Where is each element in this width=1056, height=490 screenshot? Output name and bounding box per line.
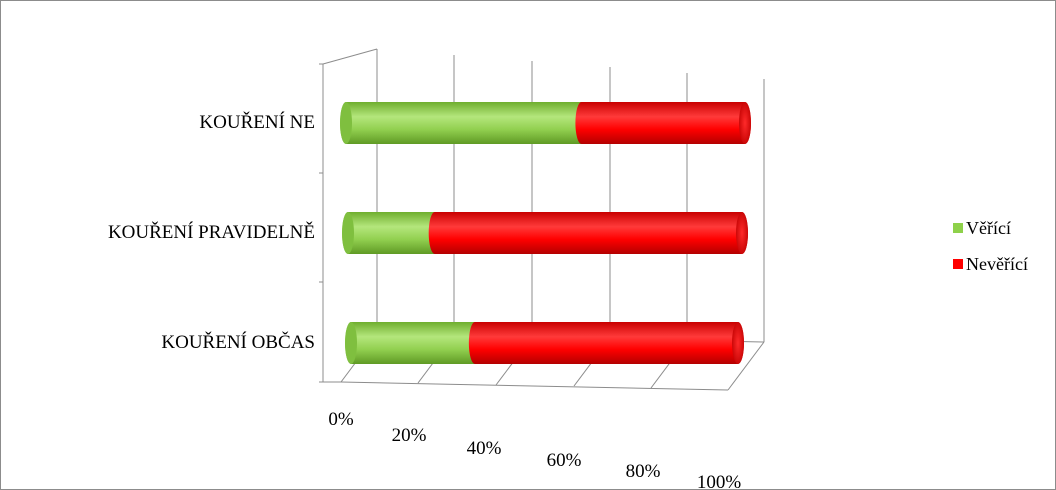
bar-end-cap bbox=[736, 212, 748, 254]
floor-gridline bbox=[727, 341, 765, 391]
category-label: KOUŘENÍ PRAVIDELNĚ bbox=[108, 221, 315, 243]
bar-segment bbox=[340, 102, 588, 144]
x-axis-line bbox=[340, 381, 729, 391]
side-wall-top-edge bbox=[322, 48, 378, 65]
x-tick-label: 20% bbox=[392, 425, 427, 446]
legend-swatch bbox=[953, 259, 963, 269]
legend-label: Nevěřící bbox=[966, 254, 1028, 274]
bar-segment bbox=[342, 212, 441, 254]
legend-swatch bbox=[953, 223, 963, 233]
bar-end-cap bbox=[732, 322, 744, 364]
bar-left-cap bbox=[340, 102, 352, 144]
x-tick-label: 40% bbox=[467, 438, 502, 459]
category-label: KOUŘENÍ NE bbox=[199, 111, 315, 133]
bar-end-cap bbox=[739, 102, 751, 144]
bars-layer bbox=[340, 102, 751, 364]
bar-segment bbox=[468, 322, 744, 364]
bar-segment bbox=[575, 102, 751, 144]
x-tick-label: 80% bbox=[626, 461, 661, 482]
tick-labels: 0% 20% 40% 60% 80% 100% bbox=[328, 409, 741, 489]
bar-segment bbox=[428, 212, 748, 254]
category-label: KOUŘENÍ OBČAS bbox=[161, 331, 315, 353]
x-tick-label: 60% bbox=[547, 450, 582, 471]
x-tick-label: 100% bbox=[697, 472, 742, 489]
legend: Věřící Nevěřící bbox=[953, 218, 1028, 274]
legend-label: Věřící bbox=[966, 218, 1011, 238]
x-tick-label: 0% bbox=[328, 409, 354, 430]
bar-segment bbox=[345, 322, 481, 364]
category-labels: KOUŘENÍ NE KOUŘENÍ PRAVIDELNĚ KOUŘENÍ OBČA… bbox=[108, 111, 315, 353]
bar-left-cap bbox=[345, 322, 357, 364]
bar-left-cap bbox=[342, 212, 354, 254]
